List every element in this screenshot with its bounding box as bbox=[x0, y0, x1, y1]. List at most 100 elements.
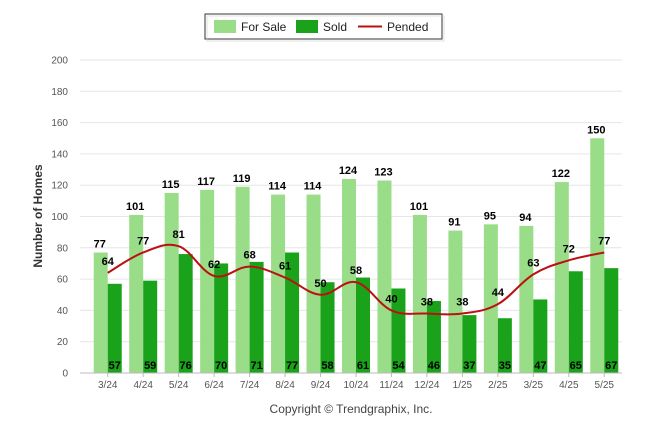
bar-for-sale bbox=[590, 138, 605, 373]
legend: For Sale Sold Pended bbox=[204, 13, 445, 42]
label-sold: 54 bbox=[392, 360, 405, 372]
bar-sold bbox=[568, 271, 583, 373]
label-pended: 50 bbox=[314, 278, 326, 290]
label-sold: 59 bbox=[144, 360, 156, 372]
label-pended: 68 bbox=[243, 250, 255, 262]
legend-swatch-for-sale bbox=[214, 20, 236, 33]
x-tick-label: 6/24 bbox=[204, 380, 224, 391]
pended-line bbox=[107, 243, 605, 316]
pended-line-path bbox=[107, 243, 605, 316]
legend-label-sold: Sold bbox=[323, 20, 347, 34]
x-tick-label: 11/24 bbox=[379, 380, 404, 391]
label-for-sale: 123 bbox=[374, 167, 392, 179]
y-tick-label: 0 bbox=[62, 369, 68, 380]
y-tick-label: 160 bbox=[51, 118, 68, 129]
y-tick-label: 20 bbox=[57, 337, 69, 348]
label-sold: 71 bbox=[250, 360, 262, 372]
x-tick-label: 3/25 bbox=[524, 380, 544, 391]
label-pended: 77 bbox=[598, 235, 610, 247]
label-for-sale: 122 bbox=[552, 168, 570, 180]
bar-sold bbox=[143, 280, 158, 373]
x-tick-label: 5/25 bbox=[595, 380, 615, 391]
x-tick-label: 3/24 bbox=[98, 380, 118, 391]
label-for-sale: 117 bbox=[197, 176, 215, 188]
bar-for-sale bbox=[164, 193, 179, 373]
label-pended: 62 bbox=[208, 259, 220, 271]
label-sold: 57 bbox=[109, 360, 121, 372]
label-pended: 38 bbox=[421, 297, 433, 309]
bar-sold bbox=[391, 288, 406, 373]
label-sold: 58 bbox=[321, 360, 333, 372]
label-for-sale: 94 bbox=[519, 212, 532, 224]
legend-shadow bbox=[206, 15, 445, 42]
y-axis-label: Number of Homes bbox=[31, 164, 45, 268]
x-tick-label: 4/24 bbox=[133, 380, 153, 391]
label-sold: 67 bbox=[605, 360, 617, 372]
label-sold: 76 bbox=[180, 360, 192, 372]
label-for-sale: 91 bbox=[448, 217, 460, 229]
label-sold: 37 bbox=[463, 360, 475, 372]
x-tick-label: 9/24 bbox=[311, 380, 331, 391]
x-tick-label: 5/24 bbox=[169, 380, 189, 391]
bar-for-sale bbox=[93, 252, 108, 373]
y-tick-label: 80 bbox=[57, 243, 69, 254]
bar-sold bbox=[462, 315, 477, 373]
legend-swatch-sold bbox=[296, 20, 318, 33]
x-tick-label: 12/24 bbox=[414, 380, 439, 391]
label-sold: 65 bbox=[570, 360, 582, 372]
data-labels: 77 57 101 59 115 76 117 70 119 71 114 77 114 58 124 61 1… bbox=[94, 124, 618, 372]
y-tick-label: 100 bbox=[51, 212, 68, 223]
label-for-sale: 77 bbox=[94, 238, 106, 250]
x-tick-label: 10/24 bbox=[343, 380, 368, 391]
label-pended: 64 bbox=[102, 256, 115, 268]
legend-box bbox=[204, 13, 443, 40]
bar-sold bbox=[107, 283, 122, 373]
x-tick-label: 1/25 bbox=[453, 380, 473, 391]
bar-sold bbox=[320, 282, 335, 373]
bar-for-sale bbox=[377, 180, 392, 373]
label-for-sale: 101 bbox=[410, 201, 428, 213]
label-for-sale: 124 bbox=[339, 165, 358, 177]
bar-sold bbox=[214, 263, 229, 373]
label-sold: 47 bbox=[534, 360, 546, 372]
bar-for-sale bbox=[271, 194, 286, 373]
label-for-sale: 119 bbox=[233, 173, 251, 185]
label-pended: 72 bbox=[563, 243, 575, 255]
bar-sold bbox=[497, 318, 512, 373]
bar-for-sale bbox=[200, 189, 215, 373]
bar-sold bbox=[604, 268, 619, 373]
bar-for-sale bbox=[448, 230, 463, 373]
x-axis: 3/24 4/24 5/24 6/24 7/24 8/24 9/24 10/24 11/24 12… bbox=[80, 372, 622, 391]
label-pended: 61 bbox=[279, 261, 291, 273]
label-pended: 58 bbox=[350, 265, 362, 277]
x-tick-label: 8/24 bbox=[275, 380, 295, 391]
y-tick-label: 120 bbox=[51, 181, 68, 192]
x-tick-label: 7/24 bbox=[240, 380, 260, 391]
bar-for-sale bbox=[554, 182, 569, 373]
bar-for-sale bbox=[235, 186, 250, 373]
x-tick-label: 2/25 bbox=[488, 380, 508, 391]
legend-label-for-sale: For Sale bbox=[241, 20, 287, 34]
label-for-sale: 114 bbox=[304, 181, 323, 193]
label-pended: 81 bbox=[173, 229, 185, 241]
bar-sold bbox=[356, 277, 370, 373]
bar-for-sale bbox=[342, 178, 356, 373]
label-sold: 46 bbox=[428, 360, 440, 372]
bar-sold bbox=[533, 299, 548, 373]
label-sold: 61 bbox=[357, 360, 369, 372]
label-pended: 77 bbox=[137, 235, 149, 247]
label-for-sale: 150 bbox=[587, 124, 605, 136]
y-axis: 0 20 40 60 80 100 120 140 160 180 200 bbox=[51, 56, 68, 380]
bar-for-sale bbox=[306, 194, 321, 373]
label-pended: 44 bbox=[492, 287, 505, 299]
copyright-text: Copyright © Trendgraphix, Inc. bbox=[270, 402, 433, 416]
label-sold: 77 bbox=[286, 360, 298, 372]
y-tick-label: 40 bbox=[57, 306, 69, 317]
bar-for-sale bbox=[412, 214, 427, 373]
label-pended: 63 bbox=[527, 257, 539, 269]
x-tick-label: 4/25 bbox=[559, 380, 579, 391]
y-tick-label: 60 bbox=[57, 275, 69, 286]
label-for-sale: 101 bbox=[126, 201, 144, 213]
